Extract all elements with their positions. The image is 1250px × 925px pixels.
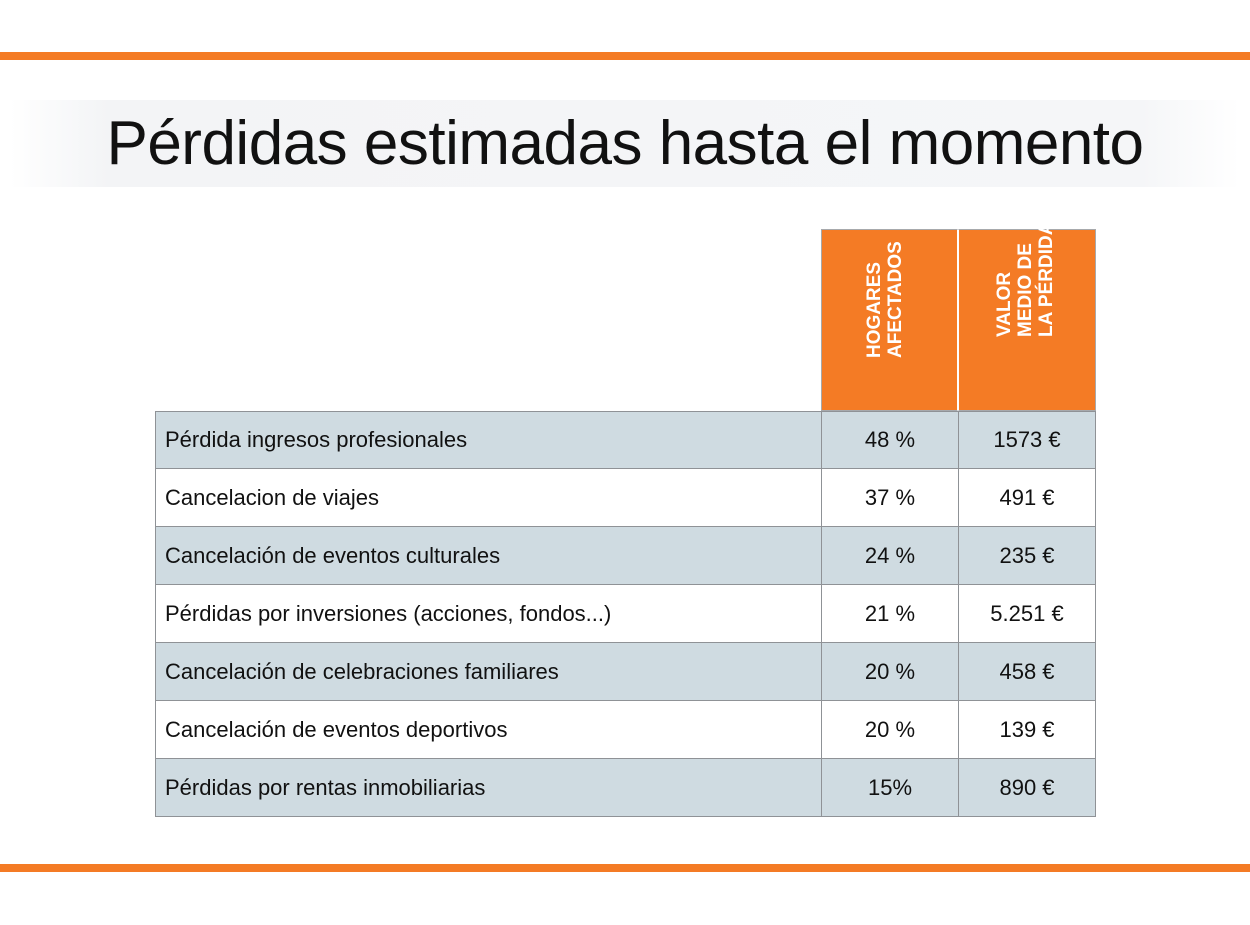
avg-loss-value: 1573 € — [958, 412, 1096, 468]
table-row: Cancelación de eventos culturales 24 % 2… — [155, 527, 1096, 585]
table-row: Cancelación de celebraciones familiares … — [155, 643, 1096, 701]
households-value: 20 % — [821, 701, 958, 758]
bottom-accent-rule — [0, 864, 1250, 872]
row-label: Pérdida ingresos profesionales — [155, 412, 821, 468]
households-value: 21 % — [821, 585, 958, 642]
losses-table: Pérdida ingresos profesionales 48 % 1573… — [155, 411, 1096, 817]
row-label: Cancelación de eventos culturales — [155, 527, 821, 584]
households-value: 24 % — [821, 527, 958, 584]
avg-loss-value: 5.251 € — [958, 585, 1096, 642]
avg-loss-value: 890 € — [958, 759, 1096, 816]
row-label: Cancelación de celebraciones familiares — [155, 643, 821, 700]
row-label: Cancelación de eventos deportivos — [155, 701, 821, 758]
row-label: Pérdidas por inversiones (acciones, fond… — [155, 585, 821, 642]
header-average-loss: VALOR MEDIO DE LA PÉRDIDA — [958, 222, 1096, 411]
row-label: Cancelacion de viajes — [155, 469, 821, 526]
avg-loss-value: 139 € — [958, 701, 1096, 758]
households-value: 20 % — [821, 643, 958, 700]
households-value: 37 % — [821, 469, 958, 526]
top-accent-rule — [0, 52, 1250, 60]
avg-loss-value: 491 € — [958, 469, 1096, 526]
table-row: Pérdidas por rentas inmobiliarias 15% 89… — [155, 759, 1096, 817]
table-row: Cancelacion de viajes 37 % 491 € — [155, 469, 1096, 527]
page-title: Pérdidas estimadas hasta el momento — [106, 109, 1144, 178]
households-value: 15% — [821, 759, 958, 816]
title-band — [10, 100, 1240, 187]
row-label: Pérdidas por rentas inmobiliarias — [155, 759, 821, 816]
table-row: Pérdidas por inversiones (acciones, fond… — [155, 585, 1096, 643]
avg-loss-value: 235 € — [958, 527, 1096, 584]
header-households-affected: HOGARES AFECTADOS — [821, 229, 958, 411]
header-average-loss-label: VALOR MEDIO DE LA PÉRDIDA — [994, 221, 1057, 337]
households-value: 48 % — [821, 412, 958, 468]
table-row: Cancelación de eventos deportivos 20 % 1… — [155, 701, 1096, 759]
header-households-label: HOGARES AFECTADOS — [864, 241, 906, 358]
table-row: Pérdida ingresos profesionales 48 % 1573… — [155, 411, 1096, 469]
avg-loss-value: 458 € — [958, 643, 1096, 700]
